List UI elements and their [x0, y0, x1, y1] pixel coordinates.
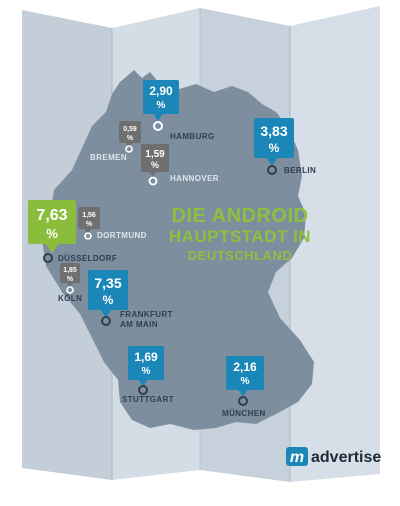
pin-marker — [238, 396, 248, 406]
city-label: MÜNCHEN — [222, 409, 266, 418]
pin-pointer — [100, 309, 112, 318]
city-label: BERLIN — [284, 166, 316, 175]
pin-box — [128, 346, 164, 380]
pin-pointer — [45, 243, 59, 253]
pin-marker — [153, 121, 163, 131]
pin-box — [141, 144, 169, 172]
headline-line-2: HAUPTSTADT IN — [169, 227, 311, 246]
pin-pointer — [125, 142, 133, 148]
pin-box — [60, 263, 80, 283]
city-label: STUTTGART — [122, 395, 174, 404]
pin-value: 3,83 — [260, 123, 287, 139]
pin-pointer — [84, 228, 92, 234]
headline-line-3: DEUTSCHLAND — [188, 248, 292, 263]
city-label: FRANKFURT — [120, 310, 173, 319]
city-label: BREMEN — [90, 153, 127, 162]
pin-marker — [148, 176, 158, 186]
pin-unit: % — [157, 100, 166, 111]
pin-marker — [84, 232, 92, 240]
logo-mark-letter: m — [290, 449, 304, 466]
logo-wordmark: advertise — [311, 449, 381, 466]
pin-value: 1,59 — [145, 149, 165, 160]
pin-pointer — [238, 389, 248, 397]
pin-stuttgart: 1,69 % STUTTGART — [122, 346, 174, 404]
pin-value: 1,56 — [82, 212, 96, 219]
pin-box — [78, 207, 100, 229]
pin-box — [28, 200, 76, 244]
pin-value: 7,35 — [94, 275, 121, 291]
city-label: HANNOVER — [170, 174, 219, 183]
pin-marker — [138, 385, 148, 395]
pin-koln: 1,85 % KÖLN — [58, 263, 82, 303]
pin-value: 1,85 — [63, 267, 77, 274]
pin-pointer — [153, 113, 163, 121]
pin-marker — [267, 165, 277, 175]
pin-value: 7,63 — [36, 207, 67, 224]
pin-unit: % — [241, 376, 250, 387]
pin-value: 0,59 — [123, 126, 137, 133]
pin-marker — [125, 145, 133, 153]
pin-unit: % — [67, 276, 74, 283]
pin-value: 2,90 — [149, 84, 173, 98]
pin-pointer — [266, 157, 278, 166]
pin-marker — [66, 286, 74, 294]
pin-box — [119, 121, 141, 143]
pin-dusseldorf: 7,63 % DÜSSELDORF — [28, 200, 117, 263]
pin-pointer — [66, 282, 74, 287]
headline: DIE ANDROID HAUPTSTADT IN DEUTSCHLAND — [169, 205, 311, 263]
pin-hamburg: 2,90 % HAMBURG — [143, 80, 215, 141]
pin-value: 2,16 — [233, 360, 257, 374]
pin-unit: % — [151, 160, 159, 170]
pin-box — [88, 270, 128, 310]
pin-marker — [101, 316, 111, 326]
pin-unit: % — [103, 293, 114, 307]
city-label: KÖLN — [58, 294, 82, 303]
pin-box — [226, 356, 264, 390]
city-label: DORTMUND — [97, 231, 147, 240]
pin-pointer — [149, 171, 157, 177]
pin-unit: % — [86, 221, 93, 228]
pin-unit: % — [142, 366, 151, 377]
pin-frankfurt: 7,35 % FRANKFURT AM MAIN — [88, 270, 173, 329]
pin-bremen: 0,59 % BREMEN — [90, 121, 141, 162]
city-label-line-2: AM MAIN — [120, 320, 158, 329]
madvertise-logo: m advertise — [286, 447, 381, 466]
pin-box — [143, 80, 179, 114]
pin-munchen: 2,16 % MÜNCHEN — [222, 356, 266, 418]
pin-hannover: 1,59 % HANNOVER — [141, 144, 219, 186]
pin-box — [254, 118, 294, 158]
logo-mark — [286, 447, 308, 466]
pin-unit: % — [269, 141, 280, 155]
pin-pointer — [138, 379, 148, 387]
pin-unit: % — [46, 226, 58, 241]
city-label: HAMBURG — [170, 132, 215, 141]
pin-value: 1,69 — [134, 350, 158, 364]
germany-outline — [42, 70, 314, 430]
city-label: DÜSSELDORF — [58, 254, 117, 263]
pin-unit: % — [127, 135, 134, 142]
pin-berlin: 3,83 % BERLIN — [254, 118, 316, 175]
headline-line-1: DIE ANDROID — [172, 205, 309, 227]
pin-marker — [43, 253, 53, 263]
pin-dortmund: 1,56 % DORTMUND — [78, 207, 147, 240]
